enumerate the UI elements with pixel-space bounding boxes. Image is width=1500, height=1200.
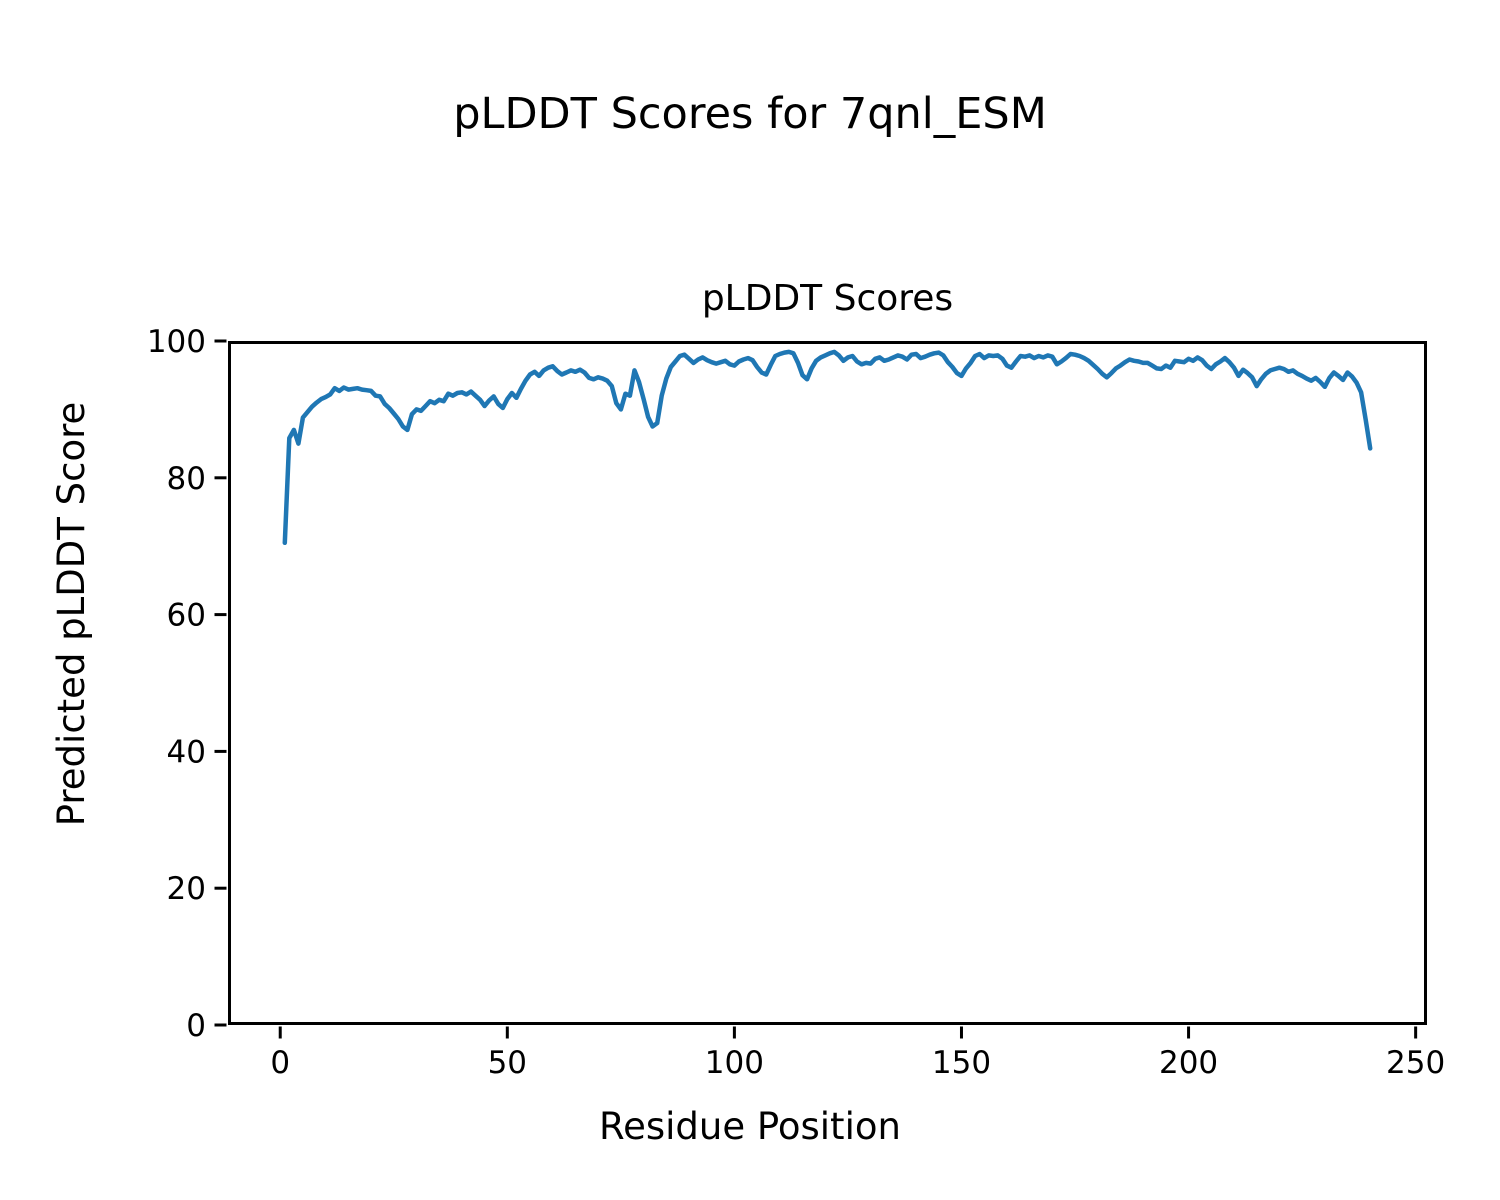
x-tick-label: 150	[932, 1045, 991, 1081]
plddt-score-line	[282, 349, 1373, 546]
y-tick-label: 40	[167, 734, 206, 770]
figure-suptitle: pLDDT Scores for 7qnl_ESM	[453, 89, 1047, 139]
x-axis-label: Residue Position	[599, 1105, 901, 1148]
axis-ticks: 0 50 100 150 200 250 0 20 40 60 80 100	[147, 324, 1445, 1081]
y-tick-label: 20	[167, 871, 206, 907]
y-tick-label: 80	[167, 461, 206, 497]
x-tick-label: 0	[270, 1045, 290, 1081]
x-tick-label: 50	[488, 1045, 527, 1081]
y-tick-label: 60	[167, 598, 206, 634]
y-tick-label: 100	[147, 324, 206, 360]
x-tick-label: 250	[1386, 1045, 1445, 1081]
axes-spines	[228, 341, 1427, 1025]
x-tick-label: 200	[1159, 1045, 1218, 1081]
y-tick-label: 0	[186, 1008, 206, 1044]
x-tick-label: 100	[705, 1045, 764, 1081]
axes-title: pLDDT Scores	[701, 278, 954, 319]
